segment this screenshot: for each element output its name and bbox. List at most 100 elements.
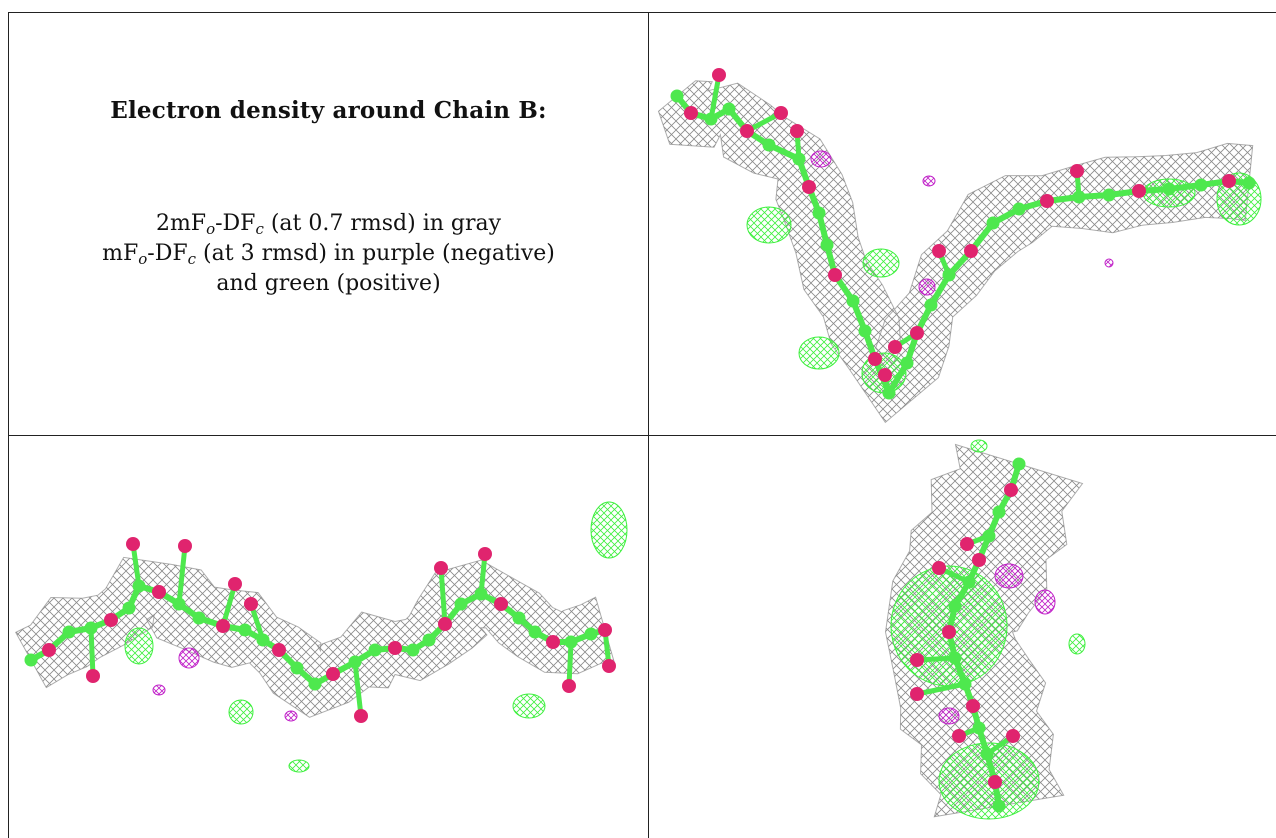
bond bbox=[914, 681, 968, 697]
carbon-atom bbox=[982, 529, 996, 543]
oxygen-atom bbox=[932, 244, 946, 258]
carbon-atom bbox=[792, 152, 806, 166]
line-fofc: mFo-DFc (at 3 rmsd) in purple (negative) bbox=[102, 241, 555, 268]
oxygen-atom bbox=[434, 561, 448, 575]
line-2fofc: 2mFo-DFc (at 0.7 rmsd) in gray bbox=[155, 211, 502, 238]
oxygen-atom bbox=[684, 106, 698, 120]
carbon-atom bbox=[820, 238, 834, 252]
bond bbox=[88, 625, 96, 679]
negative-density-blob bbox=[922, 175, 936, 187]
positive-density-blob bbox=[288, 759, 310, 773]
carbon-atom bbox=[924, 298, 938, 312]
oxygen-atom bbox=[178, 539, 192, 553]
density-image-top-right bbox=[657, 68, 1262, 424]
bond bbox=[708, 72, 722, 122]
oxygen-atom bbox=[354, 709, 368, 723]
carbon-atom bbox=[564, 635, 578, 649]
oxygen-atom bbox=[1004, 483, 1018, 497]
carbon-atom bbox=[948, 599, 962, 613]
caption-cell: Electron density around Chain B: 2mFo-DF… bbox=[9, 13, 648, 435]
oxygen-atom bbox=[868, 352, 882, 366]
oxygen-atom bbox=[966, 699, 980, 713]
oxygen-atom bbox=[960, 537, 974, 551]
oxygen-atom bbox=[598, 623, 612, 637]
positive-density-blob bbox=[862, 248, 900, 278]
oxygen-atom bbox=[910, 326, 924, 340]
oxygen-atom bbox=[546, 635, 560, 649]
carbon-atom bbox=[900, 356, 914, 370]
carbon-atom bbox=[290, 661, 304, 675]
bond bbox=[130, 541, 142, 589]
bond bbox=[352, 659, 364, 719]
density-panel-top-right bbox=[649, 13, 1276, 435]
oxygen-atom bbox=[1222, 174, 1236, 188]
oxygen-atom bbox=[910, 653, 924, 667]
negative-density-blob bbox=[918, 278, 936, 296]
oxygen-atom bbox=[326, 667, 340, 681]
oxygen-atom bbox=[964, 244, 978, 258]
carbon-atom bbox=[512, 611, 526, 625]
negative-density-blob bbox=[938, 707, 960, 725]
carbon-atom bbox=[812, 206, 826, 220]
carbon-atom bbox=[858, 324, 872, 338]
oxygen-atom bbox=[712, 68, 726, 82]
carbon-atom bbox=[962, 575, 976, 589]
oxygen-atom bbox=[104, 613, 118, 627]
carbon-atom bbox=[1012, 202, 1026, 216]
positive-density-blob bbox=[228, 699, 254, 725]
carbon-atom bbox=[882, 386, 896, 400]
density-image-bottom-left bbox=[15, 501, 628, 773]
border-top bbox=[8, 12, 1276, 13]
positive-density-blob bbox=[590, 501, 628, 559]
oxygen-atom bbox=[86, 669, 100, 683]
carbon-atom bbox=[422, 633, 436, 647]
oxygen-atom bbox=[152, 585, 166, 599]
border-center bbox=[648, 12, 649, 838]
carbon-atom bbox=[1162, 182, 1176, 196]
density-mesh-2fofc bbox=[657, 80, 1254, 424]
oxygen-atom bbox=[932, 561, 946, 575]
density-image-bottom-right bbox=[884, 439, 1086, 820]
carbon-atom bbox=[1242, 176, 1256, 190]
negative-density-blob bbox=[1104, 258, 1114, 268]
carbon-atom bbox=[980, 747, 994, 761]
density-panel-bottom-left bbox=[9, 436, 648, 838]
bond bbox=[176, 543, 188, 607]
carbon-atom bbox=[192, 611, 206, 625]
oxygen-atom bbox=[988, 775, 1002, 789]
carbon-atom bbox=[986, 216, 1000, 230]
oxygen-atom bbox=[494, 597, 508, 611]
oxygen-atom bbox=[952, 729, 966, 743]
border-left bbox=[8, 12, 9, 838]
carbon-atom bbox=[704, 112, 718, 126]
carbon-atom bbox=[722, 102, 736, 116]
bond bbox=[220, 581, 238, 629]
carbon-atom bbox=[172, 597, 186, 611]
carbon-atom bbox=[238, 623, 252, 637]
negative-density-blob bbox=[810, 150, 832, 168]
carbon-atom bbox=[132, 579, 146, 593]
carbon-atom bbox=[62, 625, 76, 639]
oxygen-atom bbox=[1070, 164, 1084, 178]
negative-density-blob bbox=[152, 684, 166, 696]
oxygen-atom bbox=[42, 643, 56, 657]
oxygen-atom bbox=[244, 597, 258, 611]
border-middle bbox=[8, 435, 1276, 436]
oxygen-atom bbox=[828, 268, 842, 282]
oxygen-atom bbox=[878, 368, 892, 382]
carbon-atom bbox=[256, 633, 270, 647]
carbon-atom bbox=[762, 138, 776, 152]
carbon-atom bbox=[670, 89, 684, 103]
carbon-atom bbox=[122, 601, 136, 615]
oxygen-atom bbox=[272, 643, 286, 657]
positive-density-blob bbox=[512, 693, 546, 719]
negative-density-blob bbox=[1034, 589, 1056, 615]
carbon-atom bbox=[1012, 457, 1026, 471]
carbon-atom bbox=[958, 677, 972, 691]
oxygen-atom bbox=[972, 553, 986, 567]
carbon-atom bbox=[992, 799, 1006, 813]
positive-density-blob bbox=[1068, 633, 1086, 655]
carbon-atom bbox=[948, 651, 962, 665]
negative-density-blob bbox=[178, 647, 200, 669]
oxygen-atom bbox=[942, 625, 956, 639]
